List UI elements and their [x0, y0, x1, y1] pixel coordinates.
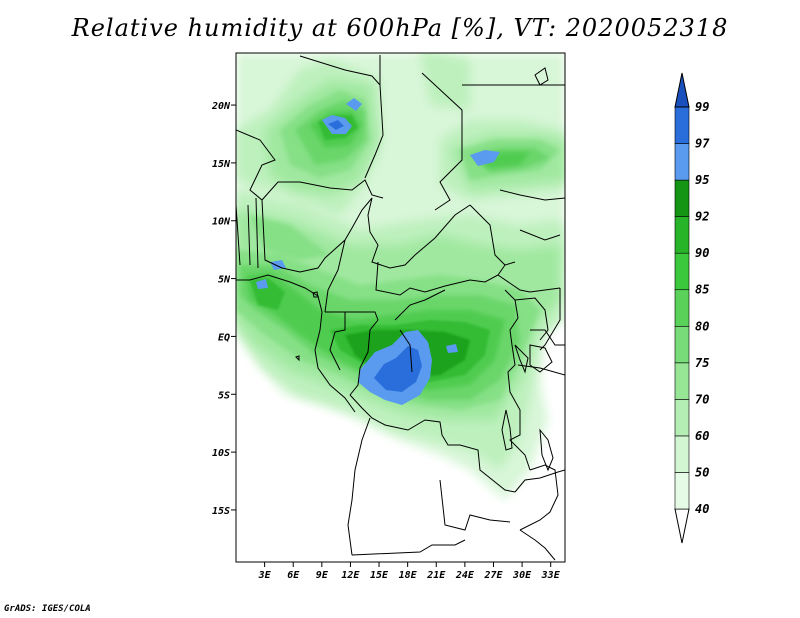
rh-level-97-99 — [328, 120, 422, 392]
colorbar-segment — [674, 399, 690, 437]
colorbar-label: 99 — [695, 100, 709, 114]
lon-tick-label: 6E — [287, 570, 300, 581]
lat-tick-label: 5S — [218, 390, 230, 401]
colorbar-label: 50 — [695, 465, 709, 479]
lat-tick-label: 5N — [218, 275, 231, 286]
colorbar: 40 50 60 70 75 80 85 90 92 95 97 99 — [674, 72, 710, 544]
colorbar-label: 92 — [695, 210, 709, 224]
lon-tick-label: 27E — [483, 570, 503, 581]
humidity-field — [236, 53, 565, 562]
colorbar-label: 85 — [695, 283, 709, 297]
lat-tick-label: 15S — [212, 506, 230, 517]
grads-credit: GrADS: IGES/COLA — [4, 604, 91, 614]
colorbar-segment — [674, 143, 690, 181]
islands — [295, 291, 319, 362]
lat-tick-label: 20N — [211, 101, 231, 112]
country-borders — [236, 55, 565, 561]
colorbar-label: 97 — [695, 137, 710, 151]
lat-tick-label: 15N — [212, 159, 231, 170]
colorbar-label: 90 — [695, 246, 709, 260]
colorbar-label: 80 — [695, 319, 709, 333]
lon-tick-label: 33E — [541, 570, 561, 581]
lon-tick-label: 21E — [426, 570, 446, 581]
lon-tick-label: 30E — [512, 570, 532, 581]
colorbar-label: 40 — [695, 502, 709, 516]
lon-tick-label: 15E — [370, 570, 389, 581]
colorbar-lower-cap — [674, 508, 690, 544]
colorbar-label: 60 — [695, 429, 709, 443]
lon-axis: 3E 6E 9E 12E 15E 18E 21E 24E 27E 30E 33E — [258, 562, 561, 581]
colorbar-segment — [674, 106, 690, 144]
lat-tick-label: 10N — [212, 217, 231, 228]
lat-tick-label: EQ — [218, 332, 230, 343]
map-frame — [235, 52, 566, 563]
lon-tick-label: 24E — [455, 570, 475, 581]
colorbar-segment — [674, 435, 690, 473]
lat-axis: 20N 15N 10N 5N EQ 5S 10S 15S — [211, 101, 236, 517]
lon-tick-label: 3E — [258, 570, 272, 581]
colorbar-segment — [674, 325, 690, 364]
colorbar-label: 75 — [695, 356, 709, 370]
colorbar-segment — [674, 252, 690, 291]
lon-tick-label: 9E — [316, 570, 329, 581]
colorbar-segment — [674, 289, 690, 327]
colorbar-segment — [674, 216, 690, 254]
colorbar-label: 70 — [695, 392, 709, 406]
lon-tick-label: 18E — [399, 570, 418, 581]
lat-tick-label: 10S — [212, 448, 230, 459]
colorbar-upper-cap — [674, 72, 690, 108]
chart-title: Relative humidity at 600hPa [%], VT: 202… — [71, 14, 729, 42]
colorbar-label: 95 — [695, 173, 709, 187]
colorbar-segment — [674, 179, 690, 217]
colorbar-segment — [674, 472, 690, 510]
lon-tick-label: 12E — [341, 570, 360, 581]
colorbar-segment — [674, 362, 690, 400]
